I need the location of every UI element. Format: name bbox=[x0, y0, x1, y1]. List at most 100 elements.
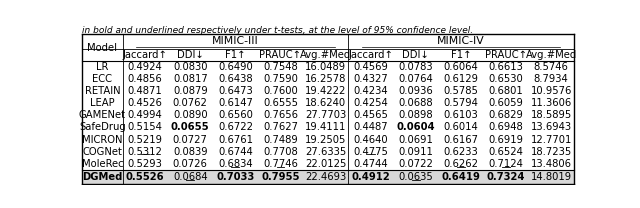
Text: GAMENet: GAMENet bbox=[79, 110, 126, 120]
Text: 10.9576: 10.9576 bbox=[531, 86, 572, 96]
Text: 0.6167: 0.6167 bbox=[444, 135, 479, 145]
Text: in bold and underlined respectively under t-tests, at the level of 95% confidenc: in bold and underlined respectively unde… bbox=[83, 26, 474, 35]
Text: 0.5794: 0.5794 bbox=[444, 98, 478, 108]
Text: 0.4569: 0.4569 bbox=[353, 62, 388, 72]
Text: 27.6335: 27.6335 bbox=[305, 147, 346, 157]
Text: 0.6919: 0.6919 bbox=[488, 135, 524, 145]
Text: 0.7708: 0.7708 bbox=[263, 147, 298, 157]
Text: 0.6233: 0.6233 bbox=[444, 147, 478, 157]
Text: RETAIN: RETAIN bbox=[84, 86, 120, 96]
Text: 0.5219: 0.5219 bbox=[127, 135, 163, 145]
Text: 0.7033: 0.7033 bbox=[216, 172, 255, 182]
Text: 0.6059: 0.6059 bbox=[488, 98, 524, 108]
Text: 0.0783: 0.0783 bbox=[399, 62, 433, 72]
Text: 0.6147: 0.6147 bbox=[218, 98, 253, 108]
Text: Avg.#Med: Avg.#Med bbox=[300, 50, 351, 60]
Text: 13.4806: 13.4806 bbox=[531, 159, 572, 169]
Text: 0.6524: 0.6524 bbox=[488, 147, 524, 157]
Text: 0.6613: 0.6613 bbox=[488, 62, 524, 72]
Text: 0.0936: 0.0936 bbox=[399, 86, 433, 96]
Text: 18.6240: 18.6240 bbox=[305, 98, 346, 108]
Text: 0.0839: 0.0839 bbox=[173, 147, 207, 157]
Text: 0.0898: 0.0898 bbox=[399, 110, 433, 120]
Text: 0.6473: 0.6473 bbox=[218, 86, 253, 96]
Text: 0.0655: 0.0655 bbox=[171, 123, 209, 132]
Text: 0.0762: 0.0762 bbox=[173, 98, 208, 108]
Text: 0.0830: 0.0830 bbox=[173, 62, 207, 72]
Text: 0.7548: 0.7548 bbox=[263, 62, 298, 72]
Text: 0.0764: 0.0764 bbox=[399, 74, 433, 84]
Text: 0.0911: 0.0911 bbox=[398, 147, 433, 157]
Text: 0.4640: 0.4640 bbox=[353, 135, 388, 145]
Text: LEAP: LEAP bbox=[90, 98, 115, 108]
Text: MIMIC-IV: MIMIC-IV bbox=[437, 36, 484, 46]
Text: 16.2578: 16.2578 bbox=[305, 74, 346, 84]
Text: MICRON: MICRON bbox=[82, 135, 123, 145]
Text: ECC: ECC bbox=[92, 74, 113, 84]
Text: 0.0722: 0.0722 bbox=[398, 159, 433, 169]
Text: 18.5895: 18.5895 bbox=[531, 110, 572, 120]
Text: 0.7324: 0.7324 bbox=[487, 172, 525, 182]
Text: 0.4871: 0.4871 bbox=[128, 86, 163, 96]
Text: 0.0635: 0.0635 bbox=[399, 172, 433, 182]
Text: 0.5312: 0.5312 bbox=[128, 147, 163, 157]
Text: 0.6129: 0.6129 bbox=[444, 74, 479, 84]
Text: 0.4254: 0.4254 bbox=[353, 98, 388, 108]
Text: 0.0604: 0.0604 bbox=[397, 123, 435, 132]
Text: Jaccard↑: Jaccard↑ bbox=[123, 50, 168, 60]
Text: 14.8019: 14.8019 bbox=[531, 172, 572, 182]
Text: 0.4924: 0.4924 bbox=[128, 62, 163, 72]
Text: 0.0688: 0.0688 bbox=[399, 98, 433, 108]
Text: 0.0691: 0.0691 bbox=[398, 135, 433, 145]
Text: 0.5293: 0.5293 bbox=[128, 159, 163, 169]
Text: Model: Model bbox=[88, 43, 118, 53]
Text: 8.5746: 8.5746 bbox=[534, 62, 568, 72]
Text: 0.6419: 0.6419 bbox=[442, 172, 481, 182]
Text: 0.6438: 0.6438 bbox=[218, 74, 253, 84]
Text: F1↑: F1↑ bbox=[451, 50, 471, 60]
Text: PRAUC↑: PRAUC↑ bbox=[485, 50, 527, 60]
Text: DGMed: DGMed bbox=[83, 172, 123, 182]
Text: 0.6834: 0.6834 bbox=[218, 159, 253, 169]
Text: 0.7600: 0.7600 bbox=[263, 86, 298, 96]
Text: 0.0817: 0.0817 bbox=[173, 74, 207, 84]
Text: 0.7590: 0.7590 bbox=[263, 74, 298, 84]
Text: MoleRec: MoleRec bbox=[82, 159, 124, 169]
Text: 0.6490: 0.6490 bbox=[218, 62, 253, 72]
Text: 0.6555: 0.6555 bbox=[263, 98, 298, 108]
Text: DDI↓: DDI↓ bbox=[403, 50, 429, 60]
Text: 0.6262: 0.6262 bbox=[444, 159, 479, 169]
Text: F1↑: F1↑ bbox=[225, 50, 246, 60]
Text: 0.6761: 0.6761 bbox=[218, 135, 253, 145]
Text: 0.7746: 0.7746 bbox=[263, 159, 298, 169]
Text: 0.5785: 0.5785 bbox=[444, 86, 478, 96]
Text: 16.0489: 16.0489 bbox=[305, 62, 346, 72]
Bar bbox=[83, 170, 573, 184]
Text: Jaccard↑: Jaccard↑ bbox=[348, 50, 393, 60]
Text: 0.6829: 0.6829 bbox=[488, 110, 524, 120]
Text: 0.7955: 0.7955 bbox=[261, 172, 300, 182]
Text: 0.4994: 0.4994 bbox=[128, 110, 163, 120]
Text: 0.5526: 0.5526 bbox=[126, 172, 164, 182]
Text: 8.7934: 8.7934 bbox=[534, 74, 568, 84]
Text: 0.7627: 0.7627 bbox=[263, 123, 298, 132]
Text: 22.0125: 22.0125 bbox=[305, 159, 346, 169]
Text: 0.4912: 0.4912 bbox=[351, 172, 390, 182]
Text: 0.4234: 0.4234 bbox=[353, 86, 388, 96]
Text: 12.7701: 12.7701 bbox=[531, 135, 572, 145]
Text: 0.4744: 0.4744 bbox=[353, 159, 388, 169]
Text: 19.4222: 19.4222 bbox=[305, 86, 346, 96]
Text: MIMIC-III: MIMIC-III bbox=[212, 36, 259, 46]
Text: DDI↓: DDI↓ bbox=[177, 50, 204, 60]
Text: 0.4856: 0.4856 bbox=[128, 74, 163, 84]
Text: 0.4526: 0.4526 bbox=[128, 98, 163, 108]
Text: 22.4693: 22.4693 bbox=[305, 172, 346, 182]
Text: 11.3606: 11.3606 bbox=[531, 98, 572, 108]
Text: 0.6722: 0.6722 bbox=[218, 123, 253, 132]
Text: SafeDrug: SafeDrug bbox=[79, 123, 126, 132]
Text: 19.2505: 19.2505 bbox=[305, 135, 346, 145]
Text: 0.6064: 0.6064 bbox=[444, 62, 478, 72]
Text: 0.0684: 0.0684 bbox=[173, 172, 207, 182]
Text: 0.4775: 0.4775 bbox=[353, 147, 388, 157]
Text: COGNet: COGNet bbox=[83, 147, 122, 157]
